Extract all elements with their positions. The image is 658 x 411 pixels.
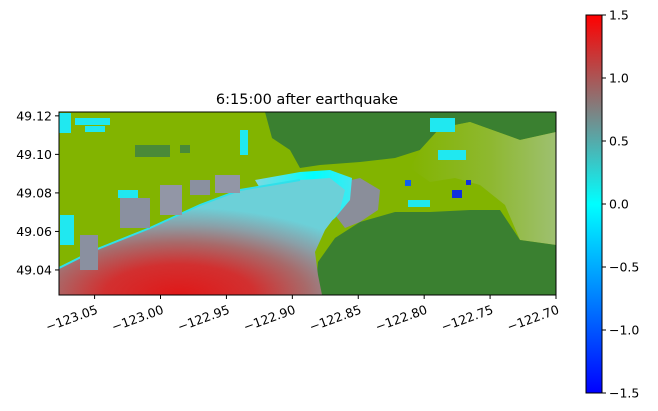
chart-title: 6:15:00 after earthquake	[216, 92, 398, 108]
urban-block	[215, 175, 240, 193]
x-tick-label: −122.85	[307, 302, 363, 335]
colorbar-tick-label: −1.5	[609, 386, 639, 401]
y-axis-ticks: 49.04 49.06 49.08 49.10 49.12	[16, 108, 59, 277]
south-shore-land	[315, 210, 556, 295]
blue-depression	[405, 180, 411, 186]
plot-area	[59, 112, 556, 295]
urban-block	[160, 185, 182, 215]
y-tick-label: 49.06	[16, 224, 52, 239]
colorbar-tick-label: 0.5	[609, 134, 629, 149]
colorbar-ticks: −1.5 −1.0 −0.5 0.0 0.5 1.0 1.5	[602, 8, 639, 401]
flood-patch	[59, 113, 71, 133]
blue-depression	[452, 190, 462, 198]
axes-frame	[58, 111, 557, 296]
x-axis-ticks: −123.05 −123.00 −122.95 −122.90 −122.85 −122.…	[44, 295, 561, 335]
blue-depression	[466, 180, 471, 185]
flood-patch	[438, 150, 466, 160]
y-tick-label: 49.10	[16, 147, 52, 162]
x-tick-label: −122.90	[241, 302, 297, 335]
y-tick-label: 49.08	[16, 185, 52, 200]
flood-patch	[75, 118, 110, 125]
x-tick-label: −122.75	[439, 302, 495, 335]
colorbar-tick-label: −0.5	[609, 260, 639, 275]
urban-block	[190, 180, 210, 195]
x-tick-label: −122.70	[505, 302, 561, 335]
urban-block	[80, 235, 98, 270]
flood-patch	[240, 130, 248, 155]
field-patch	[180, 145, 190, 153]
flood-patch	[408, 200, 430, 207]
urban-block	[120, 198, 150, 228]
colorbar: −1.5 −1.0 −0.5 0.0 0.5 1.0 1.5	[585, 8, 639, 401]
colorbar-tick-label: 1.0	[609, 71, 629, 86]
wave-region	[59, 178, 345, 295]
y-tick-label: 49.04	[16, 262, 52, 277]
flood-patch	[118, 190, 138, 198]
north-shore-land	[265, 112, 556, 168]
colorbar-bar	[586, 15, 602, 393]
colorbar-tick-label: −1.0	[609, 323, 639, 338]
y-tick-label: 49.12	[16, 108, 52, 123]
colorbar-tick-label: 1.5	[609, 8, 629, 23]
flood-patch	[85, 126, 105, 132]
x-tick-label: −123.00	[109, 302, 165, 335]
x-tick-label: −123.05	[44, 302, 100, 335]
field-patch	[135, 145, 170, 157]
flood-patch	[430, 118, 455, 132]
x-tick-label: −122.80	[373, 302, 429, 335]
flood-patch	[60, 215, 74, 245]
colorbar-tick-label: 0.0	[609, 197, 629, 212]
x-tick-label: −122.95	[175, 302, 231, 335]
